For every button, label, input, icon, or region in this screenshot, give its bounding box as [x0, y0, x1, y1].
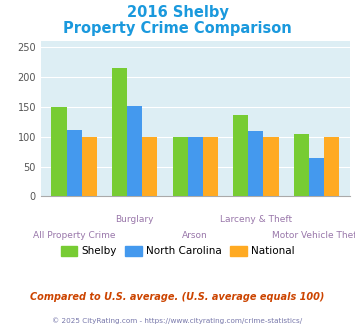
Bar [309, 157, 324, 196]
Text: Property Crime Comparison: Property Crime Comparison [63, 21, 292, 36]
Bar [112, 68, 127, 196]
Text: 2016 Shelby: 2016 Shelby [127, 5, 228, 20]
Bar [248, 131, 263, 196]
Bar [82, 137, 97, 196]
Bar [188, 137, 203, 196]
Legend: Shelby, North Carolina, National: Shelby, North Carolina, National [56, 242, 299, 260]
Bar [263, 137, 279, 196]
Text: Compared to U.S. average. (U.S. average equals 100): Compared to U.S. average. (U.S. average … [30, 292, 325, 302]
Bar [142, 137, 157, 196]
Text: Motor Vehicle Theft: Motor Vehicle Theft [272, 231, 355, 240]
Bar [51, 107, 67, 196]
Bar [67, 130, 82, 196]
Bar [173, 137, 188, 196]
Bar [294, 134, 309, 196]
Text: © 2025 CityRating.com - https://www.cityrating.com/crime-statistics/: © 2025 CityRating.com - https://www.city… [53, 317, 302, 324]
Bar [324, 137, 339, 196]
Text: Larceny & Theft: Larceny & Theft [220, 214, 292, 223]
Bar [233, 115, 248, 196]
Bar [203, 137, 218, 196]
Bar [127, 106, 142, 196]
Text: All Property Crime: All Property Crime [33, 231, 115, 240]
Text: Arson: Arson [182, 231, 208, 240]
Text: Burglary: Burglary [115, 214, 154, 223]
